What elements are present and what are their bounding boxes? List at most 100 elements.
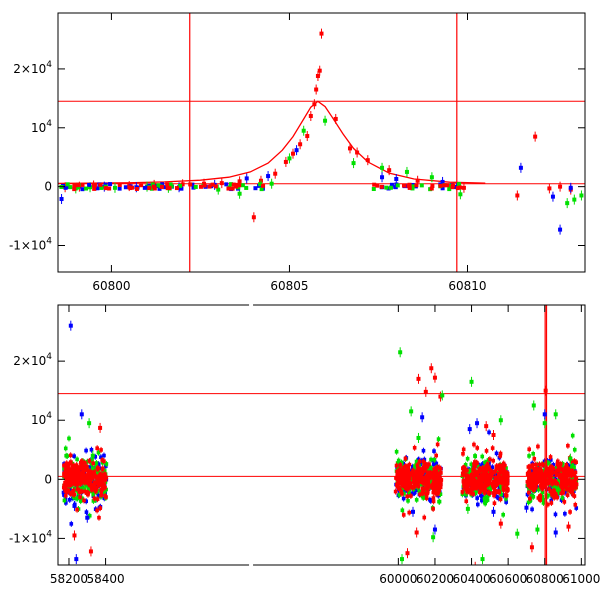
data-point-green [395, 461, 400, 465]
data-point-red [568, 510, 572, 514]
data-point-green [80, 496, 84, 501]
data-point-blue [386, 186, 391, 191]
data-point-red [563, 484, 567, 488]
data-point-red [71, 478, 76, 483]
data-point-blue [67, 498, 72, 502]
data-point-red [469, 479, 474, 483]
data-point-red [333, 116, 338, 121]
data-point-red [572, 459, 577, 463]
x-tick-label: 60200 [416, 572, 454, 586]
data-point-red [406, 467, 411, 471]
data-point-red [74, 463, 79, 467]
data-point-red [74, 470, 79, 475]
data-point-red [410, 470, 415, 475]
data-point-red [462, 465, 466, 470]
data-point-red [533, 134, 538, 139]
data-point-red [477, 469, 482, 474]
data-point-red [465, 477, 470, 482]
data-point-red [72, 187, 77, 192]
data-point-red [91, 461, 95, 466]
y-tick-label: -1×104 [9, 237, 52, 253]
data-point-red [395, 476, 400, 481]
data-point-red [427, 462, 431, 467]
data-point-red [572, 484, 576, 489]
data-point-green [572, 465, 576, 470]
data-point-blue [69, 522, 74, 526]
data-point-red [434, 478, 439, 483]
data-point-green [394, 449, 399, 454]
data-point-green [572, 197, 577, 202]
data-point-red [504, 493, 509, 498]
data-point-red [567, 471, 572, 476]
data-point-green [419, 183, 424, 188]
data-point-red [455, 186, 460, 191]
data-point-red [564, 482, 569, 486]
data-point-red [64, 493, 68, 498]
data-point-red [494, 467, 499, 471]
data-point-red [92, 183, 97, 188]
data-point-red [95, 446, 99, 450]
data-point-blue [504, 500, 508, 504]
data-point-green [91, 492, 95, 497]
data-point-green [562, 486, 567, 491]
data-point-blue [84, 448, 88, 453]
data-point-red [493, 469, 498, 473]
data-point-red [541, 482, 546, 486]
data-point-red [429, 186, 434, 191]
data-point-red [231, 182, 236, 187]
data-point-red [477, 490, 482, 494]
data-point-red [538, 494, 542, 498]
data-point-blue [524, 505, 529, 510]
data-point-red [547, 487, 551, 491]
data-point-red [403, 480, 407, 485]
data-point-blue [551, 463, 556, 467]
data-point-red [537, 475, 542, 480]
data-point-green [475, 463, 480, 468]
data-point-green [431, 535, 436, 540]
y-tick-label: 2×104 [13, 352, 52, 368]
data-point-red [562, 500, 567, 504]
data-point-red [174, 186, 179, 191]
data-point-red [478, 467, 482, 471]
data-point-green [78, 499, 83, 503]
data-point-green [412, 464, 417, 468]
data-point-red [534, 462, 538, 467]
data-point-blue [108, 182, 113, 187]
data-point-red [406, 485, 411, 489]
data-point-blue [440, 186, 445, 191]
data-point-red [92, 186, 97, 191]
data-point-red [401, 513, 406, 517]
data-point-red [437, 488, 441, 492]
axis-break [249, 303, 254, 308]
data-point-red [426, 489, 430, 494]
data-point-green [82, 486, 86, 491]
x-tick-label: 60805 [270, 279, 308, 293]
data-point-green [409, 409, 414, 414]
data-point-red [498, 469, 503, 474]
data-point-red [482, 489, 486, 493]
data-point-red [567, 487, 571, 491]
data-point-red [423, 475, 428, 479]
data-point-green [560, 462, 565, 466]
data-point-red [80, 459, 84, 463]
data-point-red [529, 545, 534, 550]
data-point-red [421, 490, 426, 495]
data-point-red [461, 472, 466, 476]
data-point-red [428, 472, 433, 477]
data-point-red [573, 502, 578, 507]
data-point-green [465, 456, 470, 461]
data-point-red [461, 452, 465, 456]
data-point-green [469, 379, 474, 384]
data-point-red [394, 463, 399, 468]
data-point-red [379, 184, 384, 189]
data-point-red [273, 171, 278, 176]
data-point-red [86, 492, 90, 497]
data-point-blue [422, 457, 427, 462]
data-point-blue [525, 492, 530, 497]
data-point-red [488, 457, 492, 461]
data-point-blue [104, 464, 108, 468]
data-point-green [178, 183, 183, 188]
data-point-red [152, 186, 157, 191]
data-point-green [438, 492, 443, 496]
data-point-red [498, 451, 503, 456]
